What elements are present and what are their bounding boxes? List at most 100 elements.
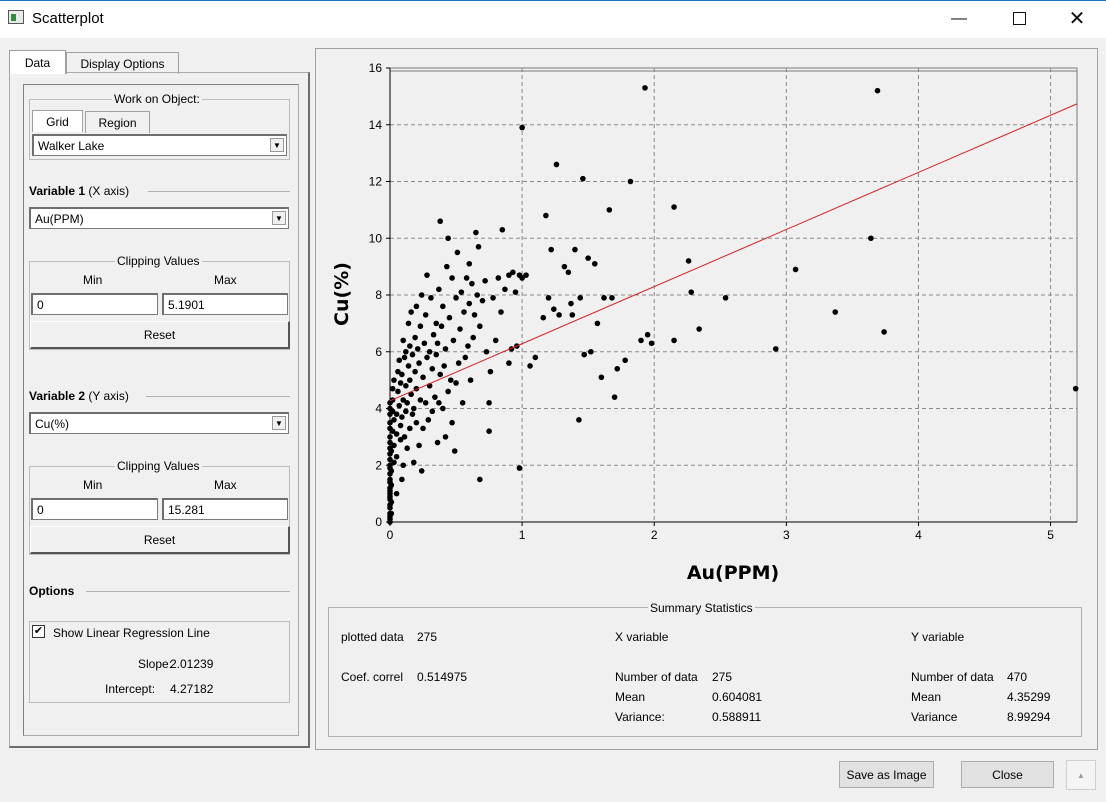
- close-button[interactable]: Close: [961, 761, 1054, 788]
- data-point: [393, 431, 400, 437]
- data-point: [444, 263, 450, 270]
- data-point: [422, 400, 429, 406]
- data-point: [516, 465, 523, 471]
- clipping-x-max-input[interactable]: 5.1901: [162, 293, 288, 315]
- slope-value: 2.01239: [170, 657, 214, 671]
- data-point: [412, 334, 418, 341]
- data-point: [391, 377, 397, 383]
- object-select[interactable]: Walker Lake ▼: [32, 134, 287, 156]
- clipping-y-max-input[interactable]: 15.281: [162, 498, 288, 520]
- data-point: [685, 258, 692, 264]
- data-point: [495, 275, 502, 281]
- y-axis-label: Cu(%): [331, 262, 353, 326]
- data-point: [440, 303, 446, 310]
- maximize-button[interactable]: [996, 0, 1042, 37]
- tab-data-label: Data: [24, 55, 51, 70]
- data-point: [408, 309, 414, 315]
- data-point: [611, 394, 618, 400]
- scroll-up-button[interactable]: ▲: [1066, 760, 1096, 790]
- data-point: [606, 207, 613, 213]
- data-point: [466, 300, 473, 307]
- data-point: [502, 286, 508, 293]
- close-window-button[interactable]: ✕: [1054, 0, 1100, 37]
- plot-panel: [315, 48, 1098, 750]
- minimize-button[interactable]: —: [936, 0, 982, 37]
- data-point: [416, 442, 422, 449]
- tab-grid-label: Grid: [46, 114, 69, 129]
- y-tick-label: 0: [375, 515, 382, 529]
- data-point: [463, 275, 470, 281]
- data-point: [601, 295, 607, 301]
- data-point: [548, 246, 554, 253]
- data-point: [441, 363, 447, 369]
- save-as-image-button[interactable]: Save as Image: [839, 761, 934, 788]
- data-point: [391, 417, 397, 423]
- plotted-data-value: 275: [417, 630, 438, 644]
- data-point: [565, 269, 572, 276]
- data-point: [389, 428, 396, 435]
- data-point: [421, 340, 428, 347]
- data-point: [479, 297, 486, 304]
- clipping-x-title: Clipping Values: [115, 254, 202, 268]
- data-point: [395, 368, 401, 375]
- y-tick-label: 4: [375, 402, 382, 416]
- variable1-select[interactable]: Au(PPM) ▼: [29, 207, 289, 229]
- clipping-y-min-label: Min: [83, 478, 103, 492]
- reset-y-label: Reset: [143, 532, 176, 547]
- clipping-y-min-input[interactable]: 0: [31, 498, 158, 520]
- data-point: [540, 314, 547, 321]
- options-heading: Options: [29, 584, 75, 598]
- x-mean-label: Mean: [615, 690, 646, 704]
- tab-display-options[interactable]: Display Options: [66, 52, 179, 74]
- data-point: [429, 365, 436, 372]
- data-point: [416, 360, 422, 366]
- tab-data[interactable]: Data: [9, 50, 66, 74]
- tab-region[interactable]: Region: [85, 111, 150, 133]
- data-point: [455, 360, 462, 366]
- left-panel: [9, 72, 310, 748]
- data-point: [483, 348, 490, 355]
- data-point: [572, 246, 578, 253]
- regression-checkbox-label: Show Linear Regression Line: [53, 626, 210, 640]
- data-point: [671, 337, 677, 344]
- data-point: [399, 371, 405, 378]
- maximize-icon: [1012, 12, 1026, 25]
- clipping-y-title: Clipping Values: [115, 459, 202, 473]
- reset-x-button[interactable]: Reset: [30, 321, 290, 349]
- data-point: [418, 292, 425, 298]
- variable2-select[interactable]: Cu(%) ▼: [29, 412, 289, 434]
- data-point: [442, 434, 449, 440]
- y-tick-label: 2: [375, 458, 382, 472]
- data-point: [510, 269, 516, 276]
- data-point: [397, 436, 404, 443]
- data-point: [434, 439, 441, 446]
- chevron-down-icon: ▼: [272, 416, 286, 430]
- data-point: [428, 295, 434, 301]
- minimize-icon: —: [951, 9, 967, 27]
- data-point: [519, 124, 525, 131]
- data-point: [474, 292, 480, 298]
- data-point: [407, 343, 413, 349]
- clipping-x-min-input[interactable]: 0: [31, 293, 158, 315]
- data-point: [410, 459, 417, 466]
- coef-correl-value: 0.514975: [417, 670, 468, 684]
- save-as-image-label: Save as Image: [846, 767, 927, 782]
- data-point: [396, 402, 403, 409]
- data-point: [430, 331, 437, 338]
- data-point: [396, 357, 403, 364]
- x-variance-label: Variance:: [615, 710, 665, 724]
- regression-checkbox[interactable]: ✔: [32, 625, 45, 638]
- data-point: [433, 320, 440, 327]
- data-point: [486, 400, 492, 406]
- tab-grid[interactable]: Grid: [32, 110, 83, 132]
- reset-y-button[interactable]: Reset: [30, 526, 290, 554]
- data-point: [622, 357, 628, 364]
- plotted-data-label: plotted data: [341, 630, 404, 644]
- intercept-label: Intercept:: [105, 682, 156, 696]
- app-icon: [8, 10, 24, 24]
- data-point: [1072, 385, 1079, 392]
- data-point: [868, 235, 874, 242]
- data-point: [588, 348, 594, 355]
